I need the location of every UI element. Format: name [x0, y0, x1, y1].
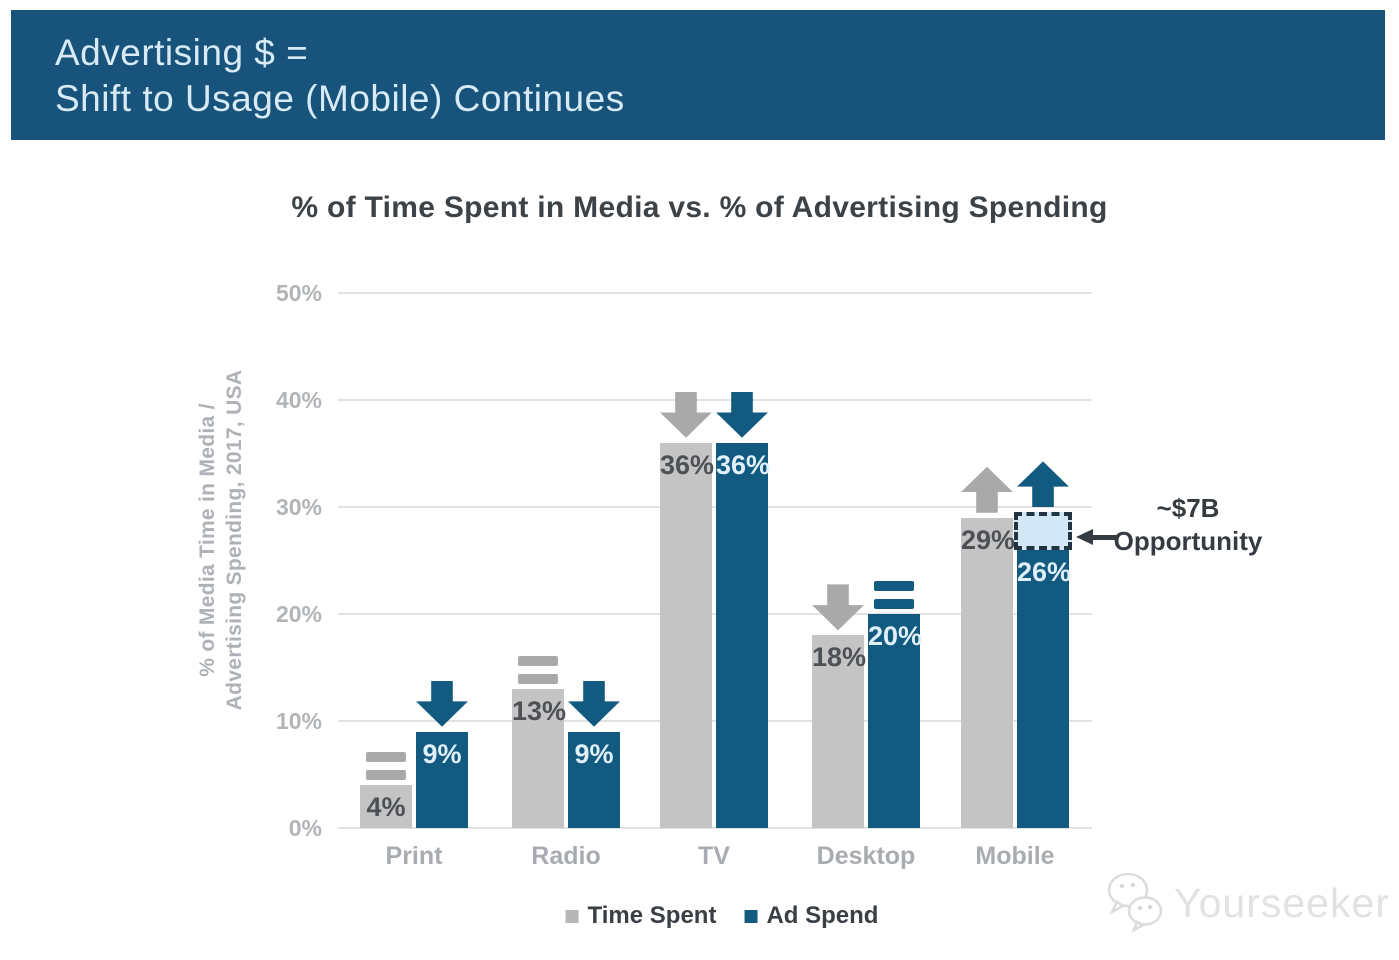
bar-desktop-time-spent — [812, 635, 864, 828]
yourseeker-logo-icon — [1107, 872, 1163, 933]
trend-equal-icon-desktop-ad-spend — [874, 581, 914, 609]
bar-value-label-tv-ad-spend: 36% — [716, 449, 771, 480]
x-axis-label-desktop: Desktop — [816, 842, 916, 870]
trend-down-icon-desktop-time-spent — [812, 584, 864, 631]
bar-value-label-mobile-time-spent: 29% — [961, 524, 1016, 555]
legend-label-ad-spend: Ad Spend — [766, 902, 879, 929]
equal-bar — [518, 673, 558, 684]
legend-marker-time-spent — [565, 909, 579, 923]
equal-bar — [518, 655, 558, 666]
banner-title-line2: Shift to Usage (Mobile) Continues — [55, 78, 625, 119]
x-axis-label-radio: Radio — [531, 842, 601, 870]
y-tick-30%: 30% — [275, 494, 322, 520]
bar-print-time-spent — [360, 785, 412, 828]
x-axis-label-tv: TV — [698, 842, 730, 870]
opportunity-annotation-line2: Opportunity — [1113, 526, 1263, 556]
title-banner: Advertising $ = Shift to Usage (Mobile) … — [11, 10, 1385, 140]
y-tick-0%: 0% — [288, 815, 322, 841]
gridline-50% — [338, 292, 1092, 294]
trend-equal-icon-print-time-spent — [366, 752, 406, 781]
y-tick-20%: 20% — [275, 601, 322, 627]
opportunity-annotation-line1: ~$7B — [1156, 493, 1220, 523]
bar-value-label-mobile-ad-spend: 26% — [1017, 556, 1072, 587]
equal-bar — [366, 752, 406, 763]
x-axis-label-mobile: Mobile — [975, 842, 1055, 870]
trend-up-icon-mobile-ad-spend — [1017, 461, 1069, 508]
opportunity-annotation: ~$7B Opportunity — [1113, 492, 1263, 558]
annotation-arrow-icon — [1076, 529, 1093, 545]
equal-bar — [874, 581, 914, 591]
gridline-30% — [338, 506, 1092, 508]
bar-radio-time-spent — [512, 688, 564, 828]
y-tick-50%: 50% — [275, 280, 322, 306]
x-axis-label-print: Print — [385, 842, 443, 870]
gridline-40% — [338, 399, 1092, 401]
bar-desktop-ad-spend — [868, 614, 920, 828]
bar-value-label-print-ad-spend: 9% — [422, 738, 462, 769]
legend-marker-ad-spend — [744, 909, 758, 923]
chart-title: % of Time Spent in Media vs. % of Advert… — [291, 191, 1108, 224]
y-tick-10%: 10% — [275, 708, 322, 734]
bar-value-label-print-time-spent: 4% — [366, 792, 406, 823]
gridline-0% — [338, 827, 1092, 829]
bar-value-label-desktop-ad-spend: 20% — [868, 621, 923, 651]
bar-print-ad-spend — [416, 731, 468, 828]
y-tick-40%: 40% — [275, 387, 322, 413]
legend-label-time-spent: Time Spent — [587, 902, 717, 929]
watermark: Yourseeker — [1104, 868, 1390, 938]
gridline-20% — [338, 613, 1092, 615]
bar-tv-time-spent — [660, 442, 712, 828]
opportunity-gap-box — [1014, 512, 1072, 550]
annotation-arrow-line — [1092, 535, 1118, 540]
bar-value-label-radio-ad-spend: 9% — [574, 738, 614, 769]
trend-equal-icon-radio-time-spent — [518, 655, 558, 684]
bar-tv-ad-spend — [716, 442, 768, 828]
banner-title-line1: Advertising $ = — [55, 32, 309, 73]
legend-item-time-spent: Time Spent — [565, 902, 717, 930]
equal-bar — [366, 770, 406, 781]
gridline-10% — [338, 720, 1092, 722]
bar-mobile-time-spent — [961, 517, 1013, 828]
bar-value-label-radio-time-spent: 13% — [512, 695, 567, 726]
bar-value-label-tv-time-spent: 36% — [660, 449, 715, 480]
bar-value-label-desktop-time-spent: 18% — [812, 642, 867, 673]
bar-mobile-ad-spend — [1017, 549, 1069, 828]
chart-legend: Time Spent Ad Spend — [565, 902, 878, 930]
equal-bar — [874, 599, 914, 609]
legend-item-ad-spend: Ad Spend — [744, 902, 878, 930]
watermark-text: Yourseeker — [1174, 879, 1390, 926]
bar-radio-ad-spend — [568, 731, 620, 828]
